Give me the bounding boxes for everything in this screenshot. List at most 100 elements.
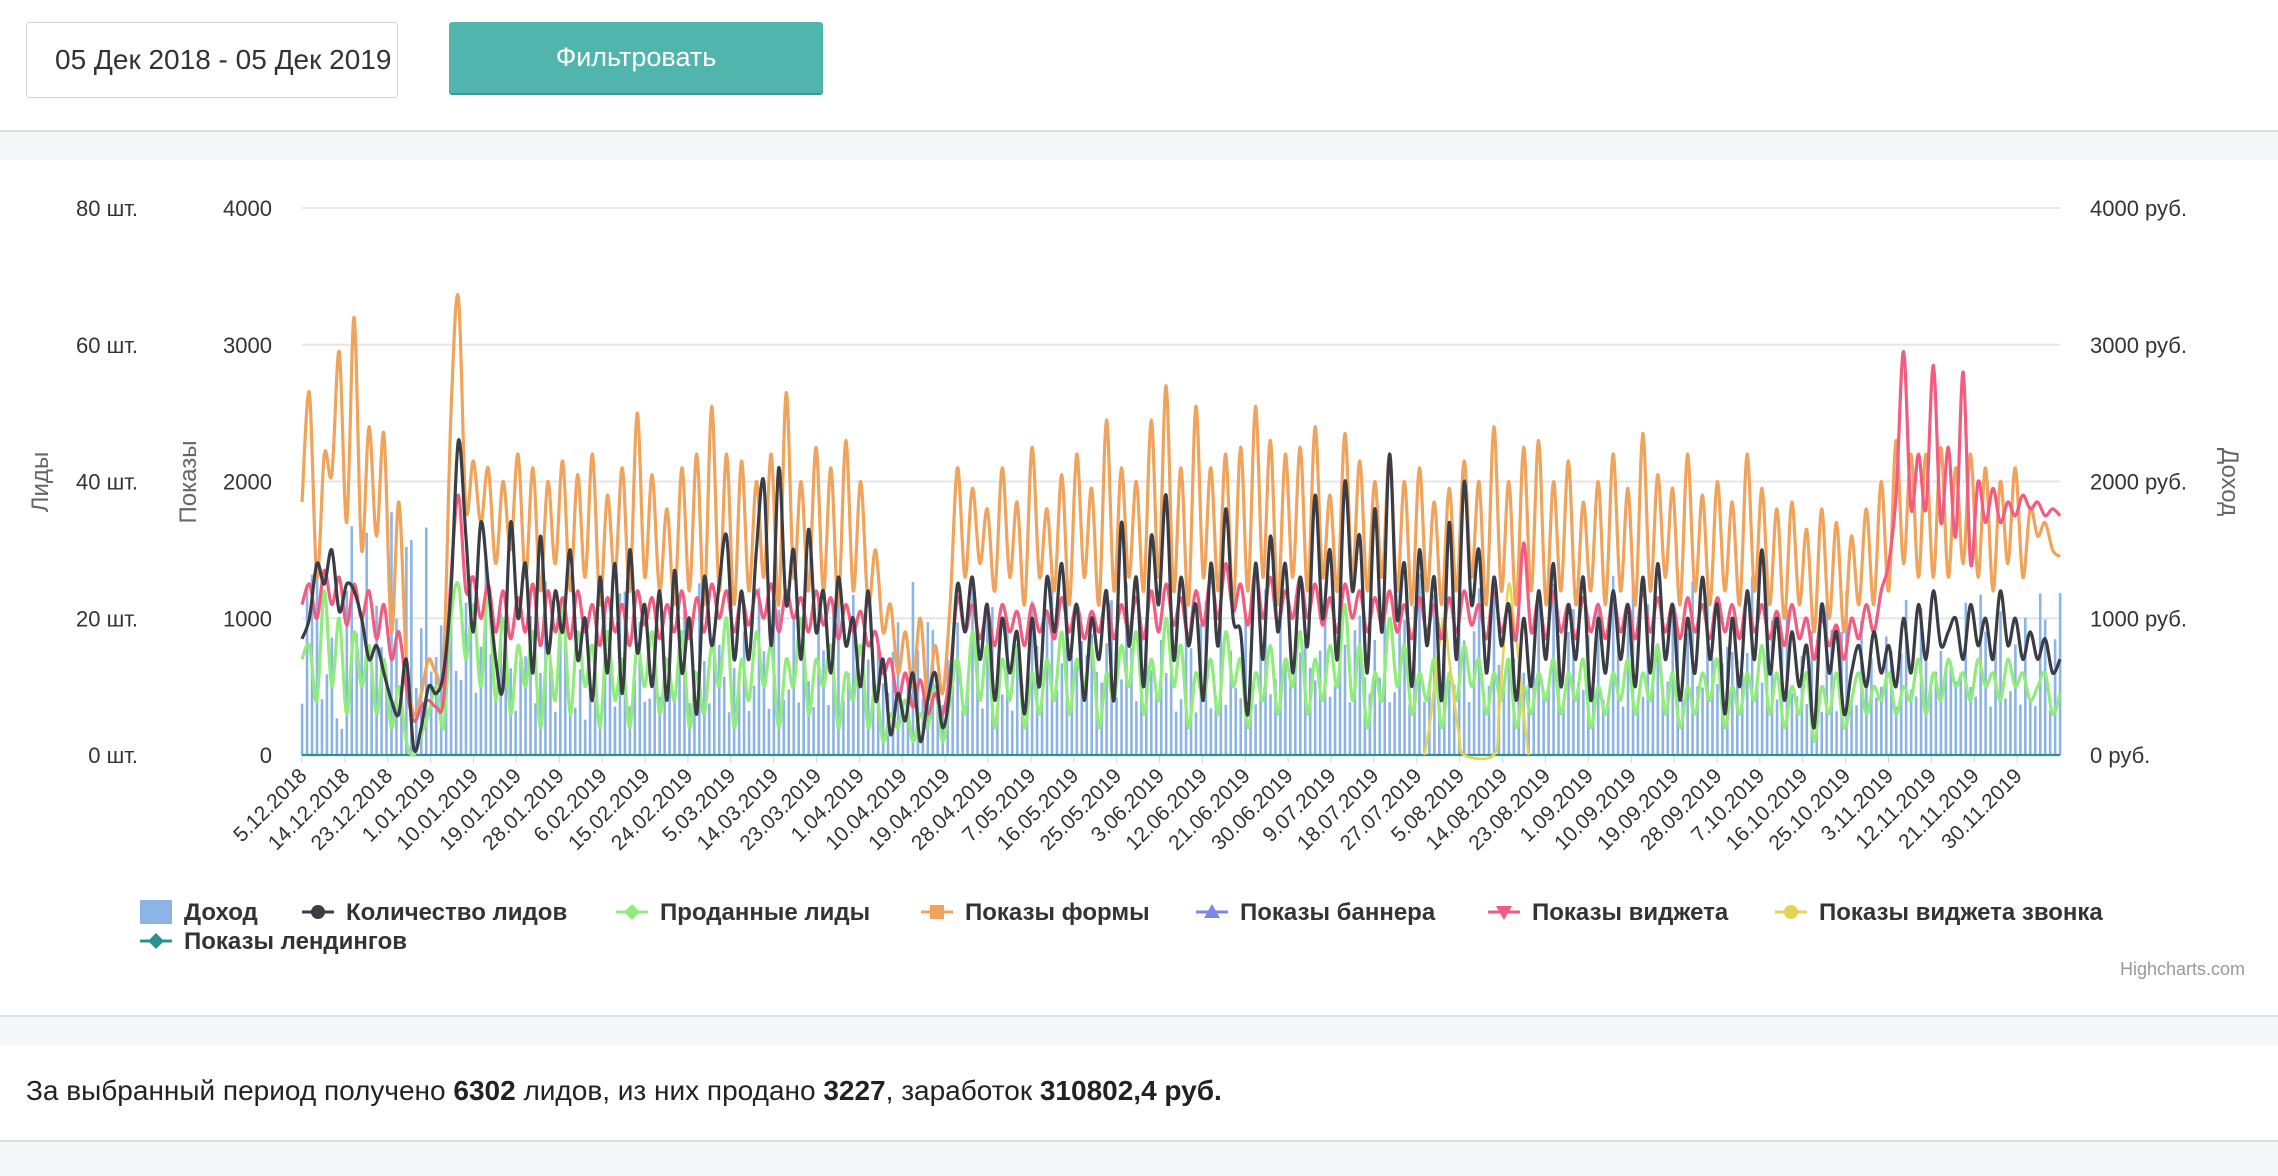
income-column [1418, 573, 1421, 755]
income-axis-tick: 0 руб. [2090, 743, 2150, 768]
income-column [1527, 684, 1531, 755]
income-column [1378, 677, 1382, 755]
income-column [1731, 651, 1734, 755]
income-column [752, 685, 756, 755]
income-column [549, 658, 552, 755]
income-column [847, 672, 850, 755]
income-column [812, 707, 815, 755]
income-column [583, 719, 587, 755]
income-column [1154, 694, 1158, 755]
income-column [1979, 594, 1982, 755]
highcharts-credits: Highcharts.com [2120, 959, 2245, 979]
income-column [817, 597, 820, 755]
income-column [385, 673, 388, 755]
income-column [449, 613, 453, 755]
income-column [1209, 708, 1213, 755]
income-column [1477, 588, 1481, 755]
legend-label: Проданные лиды [660, 899, 870, 926]
income-column [1150, 670, 1153, 755]
income-axis-tick: 3000 руб. [2090, 333, 2187, 358]
income-column [2009, 691, 2012, 755]
income-column [1914, 696, 1918, 755]
legend-item[interactable]: Проданные лиды [616, 899, 870, 926]
income-column [2029, 698, 2032, 755]
income-column [1577, 681, 1580, 755]
income-column [1517, 655, 1521, 755]
income-column [663, 656, 666, 755]
legend-item[interactable]: Количество лидов [302, 899, 567, 926]
income-column [1060, 663, 1064, 755]
income-column [737, 673, 741, 755]
income-column [871, 676, 875, 755]
impressions-axis-tick: 1000 [223, 606, 272, 631]
income-column [395, 618, 398, 755]
income-column [1894, 706, 1898, 755]
income-column [1646, 604, 1650, 755]
income-column [1596, 602, 1600, 755]
income-column [668, 688, 671, 755]
section-gap [0, 1142, 2278, 1176]
income-column [1234, 688, 1238, 755]
legend-marker [1496, 906, 1512, 920]
income-column [424, 527, 428, 755]
legend-item[interactable]: Показы виджета звонка [1775, 899, 2103, 926]
income-column [1984, 631, 1987, 755]
income-column [573, 707, 577, 755]
income-column [951, 674, 954, 755]
income-column [593, 700, 597, 755]
legend-item[interactable]: Показы формы [921, 899, 1150, 926]
income-column [797, 702, 801, 755]
income-column [852, 594, 855, 755]
income-column [2043, 619, 2047, 755]
income-column [410, 540, 413, 755]
income-column [340, 728, 344, 755]
income-column [1999, 611, 2002, 755]
income-column [1179, 699, 1183, 755]
legend-item[interactable]: Доход [140, 899, 258, 926]
income-column [439, 625, 443, 755]
income-axis-tick: 2000 руб. [2090, 470, 2187, 495]
income-column [539, 672, 542, 755]
legend-item[interactable]: Показы баннера [1196, 899, 1436, 926]
income-column [1770, 620, 1774, 755]
income-column [2048, 710, 2052, 755]
date-range-input[interactable] [26, 22, 398, 98]
income-column [1284, 663, 1287, 755]
income-column [1462, 640, 1466, 755]
income-column [1875, 697, 1878, 755]
income-column [1348, 702, 1352, 755]
income-column [1656, 643, 1660, 755]
income-column [757, 587, 761, 755]
income-column [1552, 583, 1555, 755]
income-column [1065, 558, 1069, 755]
income-column [1174, 711, 1178, 755]
income-column [1606, 698, 1610, 755]
income-column [1939, 650, 1943, 755]
income-column [484, 553, 488, 755]
income-column [608, 659, 612, 755]
legend-label: Показы лендингов [184, 928, 407, 955]
income-column [767, 708, 771, 755]
income-column [514, 710, 517, 755]
income-column [1661, 686, 1665, 755]
income-column [534, 703, 537, 755]
income-column [658, 696, 661, 755]
income-column [961, 710, 964, 755]
income-column [1934, 671, 1938, 755]
income-column [762, 651, 766, 755]
income-column [464, 602, 468, 755]
income-column [787, 689, 791, 755]
legend-item[interactable]: Показы лендингов [140, 928, 407, 955]
income-column [2038, 593, 2042, 755]
income-column [1010, 710, 1014, 755]
income-column [1423, 701, 1426, 755]
income-column [1159, 639, 1163, 755]
income-column [315, 573, 319, 755]
income-column [479, 646, 483, 755]
legend-item[interactable]: Показы виджета [1488, 899, 1729, 926]
income-column [1944, 666, 1948, 755]
filter-button[interactable]: Фильтровать [449, 22, 823, 93]
income-column [712, 628, 716, 755]
income-column [866, 659, 870, 755]
legend-label: Показы виджета [1532, 899, 1729, 926]
